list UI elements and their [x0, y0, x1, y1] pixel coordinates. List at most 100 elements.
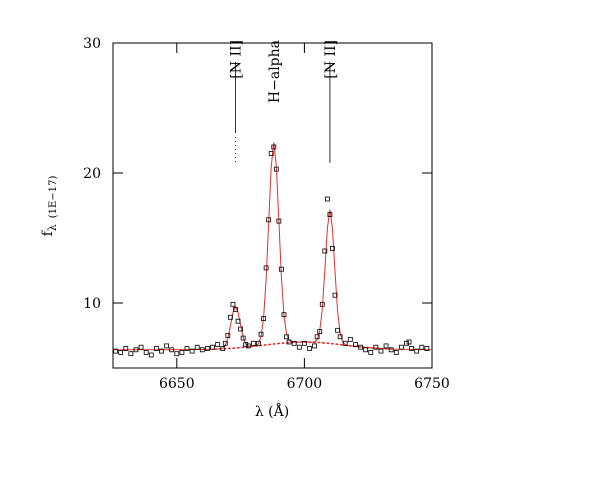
data-point — [307, 346, 312, 351]
data-point — [312, 343, 318, 349]
data-point — [240, 335, 246, 341]
data-point — [205, 346, 210, 351]
data-point — [319, 301, 325, 307]
data-point — [133, 347, 139, 353]
data-point — [159, 348, 164, 354]
data-point — [220, 346, 226, 351]
data-point — [225, 333, 231, 338]
data-point — [398, 344, 404, 350]
data-point — [314, 334, 320, 340]
data-point — [235, 318, 241, 324]
annotation: [N II] — [228, 40, 244, 79]
data-point — [164, 343, 169, 349]
data-point — [393, 349, 399, 355]
data-point — [281, 312, 287, 318]
data-point — [138, 344, 144, 350]
data-point — [199, 347, 205, 353]
data-point — [414, 348, 420, 354]
data-point — [179, 349, 185, 355]
data-point — [118, 349, 124, 355]
data-point — [210, 344, 215, 350]
y-tick-label: 30 — [83, 36, 101, 52]
data-point — [330, 245, 335, 251]
data-point — [404, 340, 409, 346]
data-point — [327, 212, 333, 218]
plot-frame — [112, 42, 433, 369]
y-label-main: f — [40, 229, 56, 236]
data-point — [424, 346, 430, 351]
data-point — [113, 348, 118, 354]
data-point — [301, 340, 307, 346]
data-point — [409, 346, 414, 351]
data-point — [368, 349, 374, 355]
data-point — [284, 334, 289, 340]
data-point — [169, 347, 175, 353]
data-point — [353, 342, 358, 348]
data-point — [243, 342, 249, 348]
data-point — [174, 351, 180, 357]
data-point — [222, 340, 228, 346]
data-point — [123, 346, 129, 351]
data-point — [406, 339, 412, 345]
annotation-label: [N II] — [228, 40, 244, 79]
data-point — [337, 334, 343, 340]
data-point — [291, 340, 297, 346]
y-axis-label: fλ (1E−17) — [40, 176, 59, 237]
x-tick-label: 6700 — [287, 376, 323, 392]
x-tick-label: 6750 — [414, 376, 450, 392]
data-point — [342, 340, 348, 346]
data-point — [332, 292, 338, 298]
annotation: H−alpha — [267, 40, 283, 103]
data-point — [148, 352, 154, 358]
data-point — [238, 326, 244, 332]
data-point — [256, 340, 261, 346]
data-point — [373, 344, 379, 350]
data-point — [268, 151, 274, 156]
data-point — [266, 217, 272, 223]
data-point — [153, 346, 159, 351]
annotation-label: H−alpha — [267, 40, 283, 103]
data-point — [296, 344, 302, 350]
data-point — [194, 344, 200, 350]
data-point — [276, 218, 282, 224]
y-tick-label: 20 — [83, 166, 101, 182]
data-point — [227, 314, 233, 320]
fit-line — [113, 142, 433, 351]
x-tick-label: 6650 — [159, 376, 195, 392]
data-point — [230, 301, 236, 307]
data-point — [317, 329, 323, 335]
data-point — [258, 331, 264, 337]
data-point — [250, 340, 256, 346]
data-point — [335, 327, 340, 333]
data-point — [184, 346, 190, 351]
data-point — [419, 344, 425, 350]
y-tick-label: 10 — [83, 296, 101, 312]
data-point — [128, 351, 134, 357]
annotation-label: [N II] — [323, 40, 339, 79]
data-point — [189, 348, 195, 354]
y-label-unit: (1E−17) — [48, 176, 59, 219]
data-point — [286, 339, 292, 345]
data-point — [261, 316, 266, 322]
data-point — [143, 349, 149, 355]
data-point — [378, 348, 384, 354]
data-point — [324, 196, 330, 202]
data-point — [383, 343, 389, 349]
data-point — [271, 144, 277, 150]
data-point — [322, 248, 328, 254]
y-label-sub: λ — [46, 224, 59, 231]
x-axis-label: λ (Å) — [255, 402, 289, 420]
data-point — [233, 307, 238, 312]
data-point — [388, 347, 394, 353]
y-axis-label-text: fλ (1E−17) — [40, 176, 59, 237]
data-point — [363, 347, 369, 353]
data-point — [263, 265, 269, 271]
data-point — [273, 166, 279, 172]
data-point — [347, 336, 353, 342]
data-point — [215, 342, 221, 348]
data-point — [245, 343, 251, 349]
data-point — [279, 266, 284, 272]
data-point — [358, 344, 363, 350]
annotation: [N II] — [323, 40, 339, 79]
